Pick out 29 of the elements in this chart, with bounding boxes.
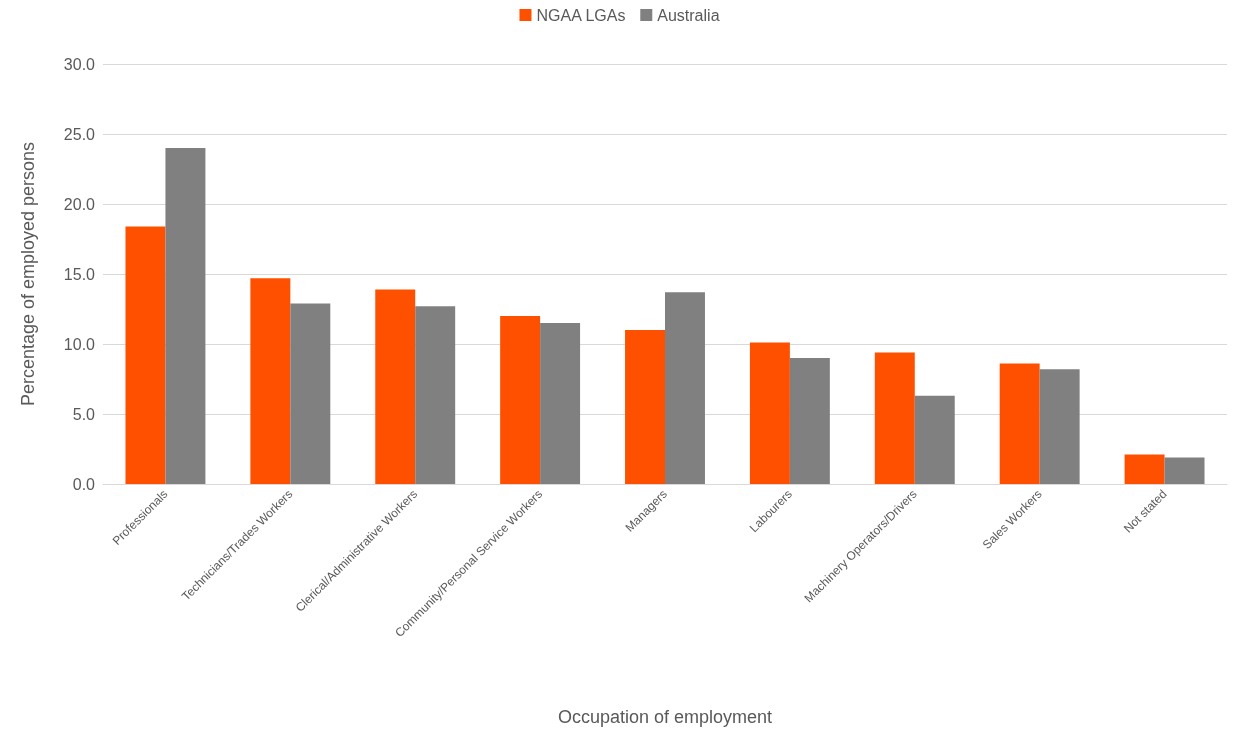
y-tick-label: 0.0 (72, 475, 96, 493)
bar (789, 358, 830, 484)
y-tick-label: 15.0 (63, 265, 96, 283)
bar (415, 306, 456, 484)
bar (1039, 369, 1080, 484)
bar (914, 395, 955, 484)
bar (1124, 454, 1165, 484)
bar (290, 303, 331, 484)
bar (375, 289, 416, 484)
bar (165, 148, 206, 484)
bar (125, 226, 166, 484)
y-tick-label: 10.0 (63, 335, 96, 353)
bar (1164, 457, 1205, 484)
legend-label: Australia (657, 6, 720, 24)
y-tick-label: 20.0 (63, 195, 96, 213)
bar (874, 352, 915, 484)
bar (540, 323, 581, 484)
y-tick-label: 25.0 (63, 125, 96, 143)
bar (250, 278, 291, 484)
bar (749, 342, 790, 484)
y-axis-title: Percentage of employed persons (18, 141, 38, 407)
y-tick-label: 5.0 (72, 405, 96, 423)
bar (999, 363, 1040, 484)
bar (665, 292, 705, 484)
bar (500, 316, 541, 484)
legend-label: NGAA LGAs (536, 6, 626, 24)
y-tick-label: 30.0 (63, 55, 96, 73)
x-axis-title: Occupation of employment (557, 707, 773, 727)
bar (625, 330, 665, 484)
